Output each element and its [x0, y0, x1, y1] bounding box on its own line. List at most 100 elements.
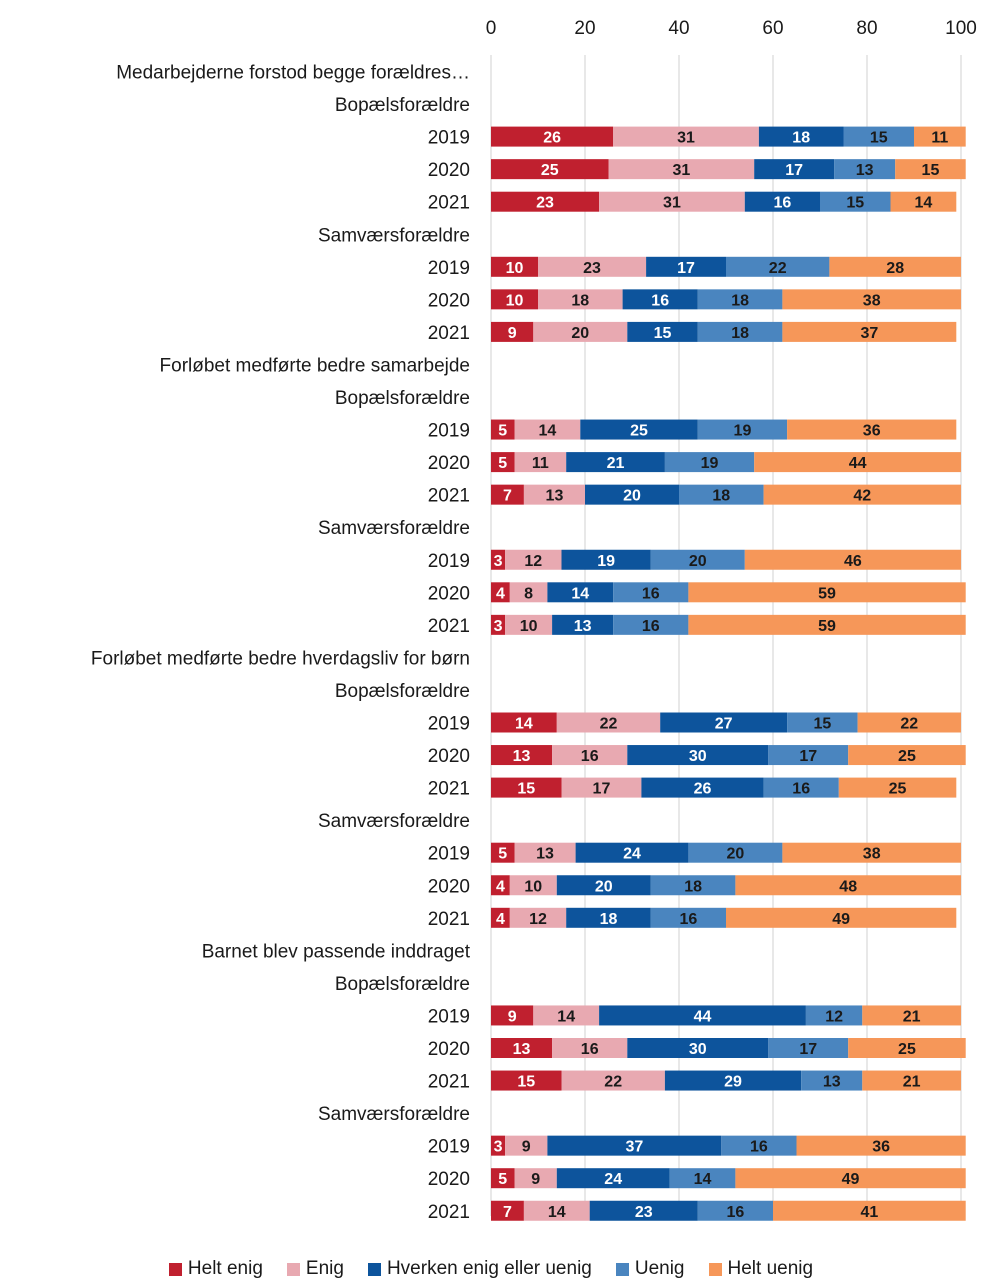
bar-segment: [801, 1070, 863, 1091]
bar-segment: [622, 289, 698, 310]
data-label: 14: [571, 585, 589, 602]
bar-segment: [641, 777, 764, 798]
bar-segment: [491, 452, 515, 473]
bar-segment: [697, 1200, 773, 1221]
bar-segment: [838, 777, 957, 798]
data-label: 18: [684, 878, 702, 895]
data-label: 38: [863, 846, 881, 863]
data-label: 9: [531, 1171, 540, 1188]
bar-segment: [664, 1070, 802, 1091]
data-label: 59: [818, 618, 836, 635]
bar-segment: [509, 907, 567, 928]
bar-segment: [697, 289, 783, 310]
row-year-label: 2019: [428, 1137, 470, 1158]
x-axis-ticks: 0 20 40 60 80 100: [486, 18, 977, 39]
data-label: 25: [630, 423, 648, 440]
row-year-label: 2021: [428, 486, 470, 507]
chart-plot: 0 20 40 60 80 100 Medarbejderne forstod begge…: [91, 18, 977, 1223]
bar-segment: [688, 582, 966, 603]
bar-segment: [491, 1135, 506, 1156]
question-label: Medarbejderne forstod begge forældres…: [116, 63, 470, 84]
data-label: 13: [536, 846, 554, 863]
data-label: 16: [642, 585, 660, 602]
data-label: 3: [494, 1139, 503, 1156]
data-label: 13: [513, 1041, 531, 1058]
bar-segment: [768, 1038, 849, 1058]
data-label: 13: [823, 1074, 841, 1091]
data-label: 14: [539, 423, 557, 440]
data-label: 19: [597, 553, 615, 570]
data-label: 15: [922, 162, 940, 179]
bar-segment: [556, 1168, 670, 1189]
bar-segment: [552, 614, 614, 635]
bar-segment: [491, 159, 609, 180]
data-label: 16: [642, 618, 660, 635]
row-year-label: 2020: [428, 876, 470, 897]
x-tick-label: 20: [574, 18, 595, 39]
row-year-label: 2019: [428, 714, 470, 735]
bar-segment: [787, 419, 957, 440]
data-label: 10: [524, 878, 542, 895]
data-label: 18: [731, 325, 749, 342]
bar-segment: [566, 452, 665, 473]
bar-segment: [552, 745, 628, 766]
data-label: 24: [623, 846, 641, 863]
bar-segment: [848, 745, 966, 766]
data-label: 15: [870, 130, 888, 147]
data-label: 4: [496, 878, 505, 895]
data-label: 25: [889, 781, 907, 798]
bar-segment: [538, 256, 647, 277]
data-label: 14: [915, 195, 933, 212]
bar-segment: [547, 582, 614, 603]
bar-segment: [491, 745, 553, 766]
group-label: Bopælsforældre: [335, 95, 470, 116]
bar-segment: [805, 1005, 863, 1026]
data-label: 5: [498, 455, 507, 472]
bar-segment: [650, 549, 745, 570]
row-year-label: 2020: [428, 1169, 470, 1190]
legend-swatch: [168, 1262, 182, 1276]
bar-segment: [829, 256, 961, 277]
bar-segment: [491, 1038, 553, 1058]
group-label: Samværsforældre: [318, 518, 470, 539]
group-label: Bopælsforældre: [335, 974, 470, 995]
legend-label: Uenig: [634, 1258, 685, 1279]
legend-label: Helt enig: [187, 1258, 263, 1279]
bar-segment: [491, 419, 515, 440]
bar-segment: [664, 452, 755, 473]
data-label: 15: [517, 781, 535, 798]
row-year-label: 2021: [428, 1202, 470, 1223]
bar-segment: [556, 875, 651, 896]
bar-segment: [744, 191, 820, 212]
bar-segment: [697, 321, 783, 342]
data-label: 44: [694, 1008, 712, 1025]
legend-label: Hverken enig eller uenig: [386, 1258, 592, 1279]
bar-segment: [758, 126, 844, 147]
data-label: 13: [546, 488, 564, 505]
x-tick-label: 40: [668, 18, 689, 39]
data-label: 11: [931, 130, 948, 147]
bar-segment: [744, 549, 961, 570]
bar-segment: [566, 907, 651, 928]
row-year-label: 2019: [428, 551, 470, 572]
data-label: 17: [799, 1041, 817, 1058]
row-year-label: 2021: [428, 779, 470, 800]
data-label: 15: [813, 716, 831, 733]
bar-segment: [538, 289, 623, 310]
data-label: 14: [548, 1204, 566, 1221]
legend-item: Helt uenig: [708, 1258, 813, 1280]
bar-segment: [914, 126, 966, 147]
data-label: 12: [825, 1008, 843, 1025]
data-label: 15: [654, 325, 672, 342]
data-label: 49: [832, 911, 850, 928]
row-year-label: 2021: [428, 193, 470, 214]
bar-segment: [679, 484, 764, 505]
question-label: Forløbet medførte bedre hverdagsliv for …: [91, 648, 470, 669]
bar-segment: [514, 842, 576, 863]
legend-swatch: [367, 1262, 381, 1276]
data-label: 9: [508, 1008, 517, 1025]
bar-segment: [561, 1070, 665, 1091]
data-label: 23: [635, 1204, 653, 1221]
data-label: 13: [574, 618, 592, 635]
data-label: 59: [818, 585, 836, 602]
